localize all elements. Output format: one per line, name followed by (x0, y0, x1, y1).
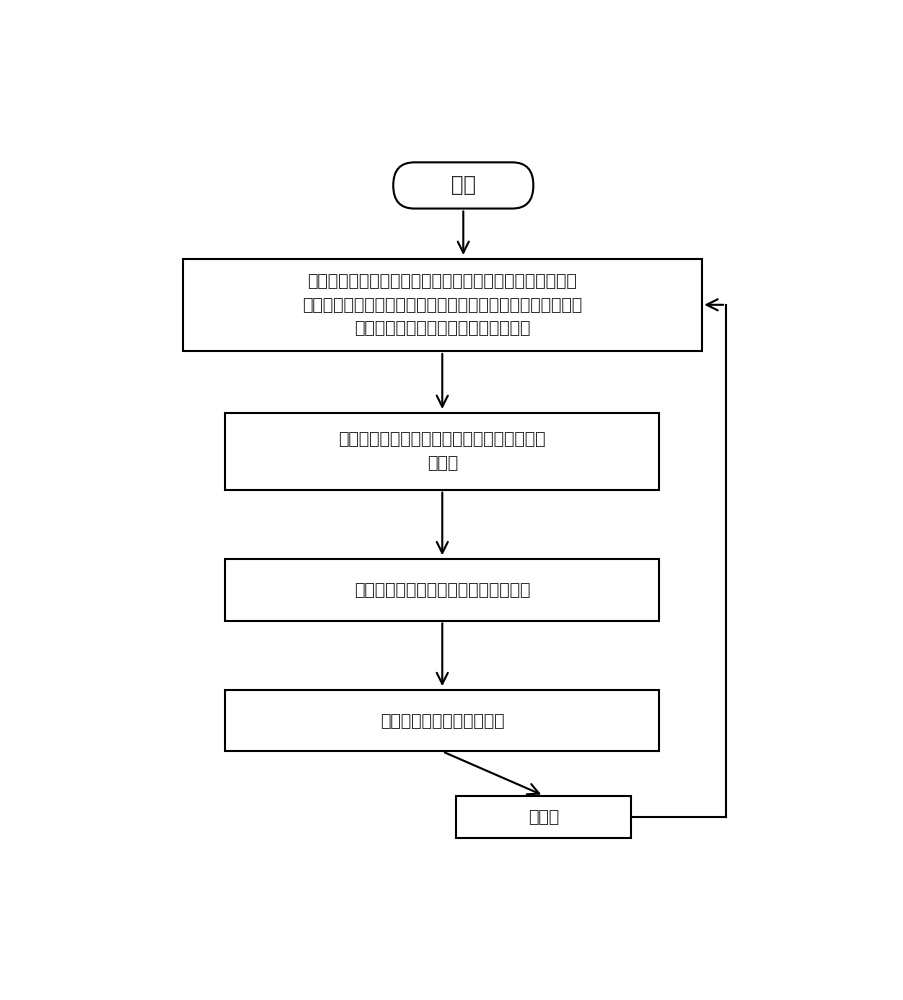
Text: 下一日: 下一日 (527, 808, 559, 826)
Text: 实时分配电动汽车充电功率: 实时分配电动汽车充电功率 (379, 712, 504, 730)
Bar (225, 413, 659, 490)
Bar (225, 559, 659, 620)
Text: 开始: 开始 (451, 175, 475, 195)
FancyBboxPatch shape (393, 162, 533, 209)
Text: 计算小区电动汽车充电功率预分配曲线: 计算小区电动汽车充电功率预分配曲线 (354, 581, 530, 599)
Text: 确定控制的时间粒度、当日预测信息（包括风电出力预测曲
线、小区电动汽车充电负荷预测曲线、小区非电动汽车用电负
荷功率预测曲线）与功率规划约束条件: 确定控制的时间粒度、当日预测信息（包括风电出力预测曲 线、小区电动汽车充电负荷预… (302, 272, 582, 337)
Bar (182, 259, 701, 351)
Bar (456, 796, 631, 838)
Text: 计算理想风电消纳的小区电动汽车充电负荷参
考曲线: 计算理想风电消纳的小区电动汽车充电负荷参 考曲线 (338, 430, 545, 472)
Bar (225, 690, 659, 751)
